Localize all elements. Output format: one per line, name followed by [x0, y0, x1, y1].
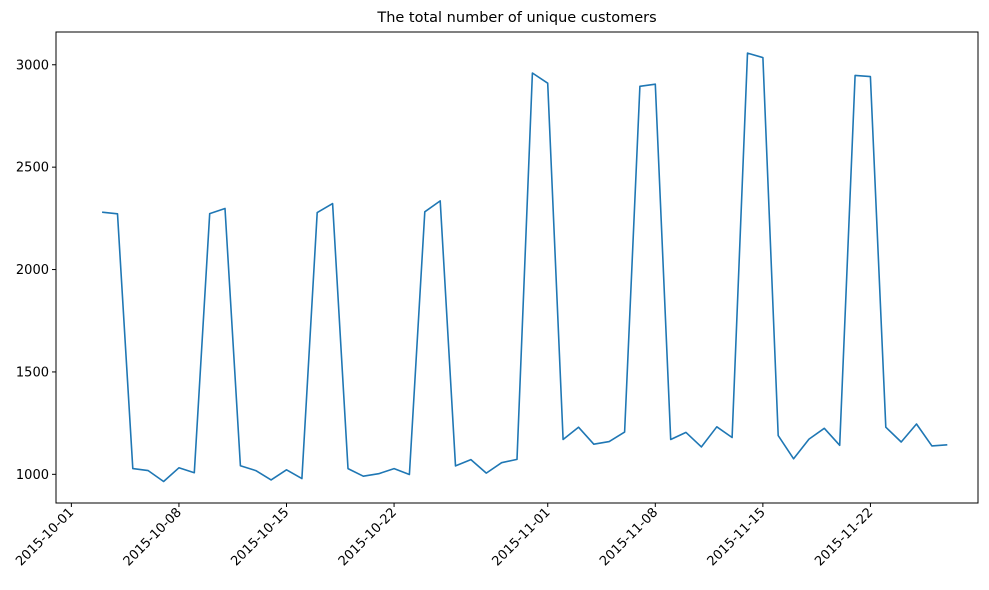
x-tick-label: 2015-11-15: [705, 505, 769, 569]
y-axis: 1000 1500 2000 2500 3000: [16, 58, 56, 483]
x-axis: 2015-10-01 2015-10-08 2015-10-15 2015-10-22…: [13, 503, 876, 569]
x-tick-label: 2015-10-08: [121, 505, 185, 569]
plot-marks: [102, 52, 948, 483]
x-tick-label: 2015-10-15: [228, 505, 292, 569]
x-tick-label: 2015-10-22: [336, 505, 400, 569]
plot-frame: [55, 31, 979, 504]
x-tick-label: 2015-10-01: [13, 505, 77, 569]
y-tick-label: 2000: [16, 263, 49, 278]
chart-title: The total number of unique customers: [376, 10, 656, 26]
y-tick-label: 2500: [16, 161, 49, 176]
y-tick-label: 1000: [16, 468, 49, 483]
series-line-0: [102, 52, 948, 483]
x-tick-label: 2015-11-01: [490, 505, 554, 569]
x-tick-label: 2015-11-22: [812, 505, 876, 569]
y-tick-label: 1500: [16, 365, 49, 380]
y-tick-label: 3000: [16, 58, 49, 73]
x-tick-label: 2015-11-08: [597, 505, 661, 569]
